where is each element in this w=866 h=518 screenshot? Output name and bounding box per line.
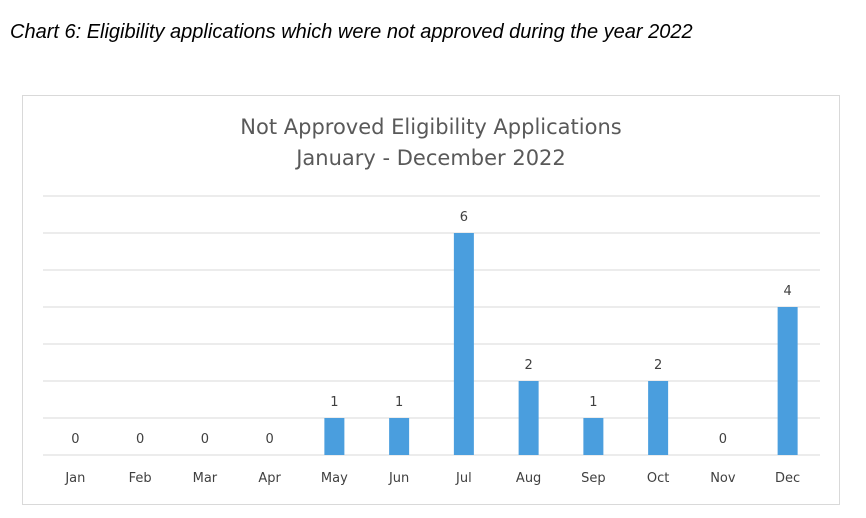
bar-may <box>324 418 345 455</box>
x-tick-aug: Aug <box>516 471 541 486</box>
data-label-aug: 2 <box>524 358 532 373</box>
x-tick-jun: Jun <box>388 471 409 486</box>
bar-jun <box>389 418 410 455</box>
x-tick-apr: Apr <box>258 471 281 486</box>
bar-aug <box>518 381 539 455</box>
bar-dec <box>777 307 798 455</box>
x-axis-ticks: Jan Feb Mar Apr May Jun Jul Aug Sep Oct Nov Dec <box>64 471 800 486</box>
bar-oct <box>648 381 669 455</box>
gridlines <box>43 195 820 456</box>
bar-jul <box>453 233 474 455</box>
chart-title: Not Approved Eligibility Applications <box>240 115 621 139</box>
x-tick-mar: Mar <box>193 471 218 486</box>
x-tick-feb: Feb <box>129 471 152 486</box>
x-tick-sep: Sep <box>581 471 606 486</box>
x-tick-jul: Jul <box>455 471 472 486</box>
x-tick-oct: Oct <box>647 471 669 486</box>
data-label-oct: 2 <box>654 358 662 373</box>
bar-sep <box>583 418 604 455</box>
data-label-jul: 6 <box>460 210 468 225</box>
x-tick-may: May <box>321 471 348 486</box>
data-label-jan: 0 <box>71 432 79 447</box>
data-label-feb: 0 <box>136 432 144 447</box>
data-label-may: 1 <box>330 395 338 410</box>
x-tick-dec: Dec <box>775 471 800 486</box>
data-label-nov: 0 <box>719 432 727 447</box>
bars <box>324 233 798 455</box>
chart-subtitle: January - December 2022 <box>294 146 566 170</box>
x-tick-jan: Jan <box>64 471 85 486</box>
data-label-apr: 0 <box>265 432 273 447</box>
data-labels: 0 0 0 0 1 1 6 2 1 2 0 4 <box>71 210 792 447</box>
chart-frame <box>22 95 840 505</box>
data-label-sep: 1 <box>589 395 597 410</box>
chart-caption: Chart 6: Eligibility applications which … <box>10 21 693 43</box>
x-tick-nov: Nov <box>710 471 736 486</box>
data-label-dec: 4 <box>783 284 791 299</box>
data-label-jun: 1 <box>395 395 403 410</box>
data-label-mar: 0 <box>201 432 209 447</box>
